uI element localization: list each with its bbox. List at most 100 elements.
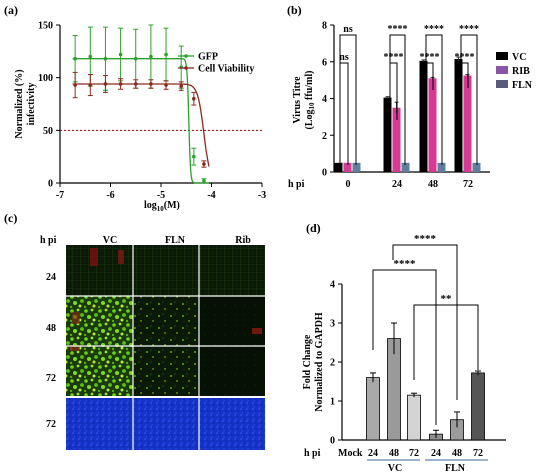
panel-a-legend-label: GFP — [198, 52, 218, 63]
panel-c-row-48: 48 — [46, 323, 56, 334]
panel-c-col-fln: FLN — [165, 235, 186, 246]
panel-d-label: (d) — [306, 221, 321, 235]
panel-b-ytick-label: 6 — [322, 57, 327, 68]
panel-a-point-viability — [164, 83, 168, 87]
panel-d-bar — [407, 394, 421, 441]
panel-a-point-gfp — [164, 52, 168, 57]
panel-b-bar-rib — [428, 78, 437, 172]
panel-a-legend-marker — [184, 66, 188, 70]
panel-b-sig-bracket — [425, 62, 434, 90]
panel-b-bar-fln — [352, 162, 361, 172]
panel-d-xtick-label: 72 — [473, 448, 483, 459]
panel-a-point-gfp — [88, 54, 93, 59]
panel-c-col-vc: VC — [103, 235, 117, 246]
panel-a-ytick-label: 0 — [48, 179, 53, 190]
micrograph-rib-48-red-spot — [252, 328, 262, 334]
panel-d-sig-bracket — [372, 269, 437, 425]
micrograph-rib-72-dapi — [199, 398, 265, 450]
micrograph-fln-72 — [133, 346, 199, 396]
panel-b-sig-label: **** — [388, 24, 408, 35]
panel-a-point-gfp — [103, 56, 108, 61]
panel-b-bar-fln — [437, 162, 446, 172]
panel-a-point-gfp — [73, 56, 77, 61]
micrograph-rib-48 — [199, 296, 265, 346]
panel-d-group-fln: FLN — [445, 463, 466, 474]
panel-c-hpi-label: h pi — [40, 235, 57, 246]
micrograph-rib-24 — [199, 245, 265, 296]
panel-b-bar-vc — [334, 162, 343, 172]
panel-b-bar-rib — [392, 107, 401, 172]
panel-b-legend-label: RIB — [512, 66, 530, 77]
panel-b-sig-label: **** — [384, 52, 404, 63]
panel-c-row-72: 72 — [46, 373, 56, 384]
panel-b-legend-label: FLN — [512, 80, 533, 91]
panel-a-point-viability — [149, 82, 153, 86]
panel-b-ytick-label: 2 — [322, 131, 327, 142]
panel-a-point-gfp — [118, 52, 123, 57]
panel-a-fit-curve-viability — [72, 83, 210, 167]
panel-a-point-viability — [192, 96, 196, 101]
panel-a-ylabel-line1: Normalized (%) — [14, 69, 25, 138]
panel-d-ylabel-line1: Fold Change — [302, 334, 313, 389]
micrograph-vc-48-red-spot — [72, 312, 80, 324]
panel-d-sig-bracket — [413, 304, 479, 380]
panel-d-bar — [471, 372, 485, 441]
micrograph-fln-48 — [133, 296, 199, 346]
panel-b-sig-bracket — [460, 34, 478, 165]
panel-b-label: (b) — [287, 3, 302, 17]
panel-a-fit-curve-gfp — [72, 58, 209, 184]
panel-d-xtick-label: 72 — [409, 448, 419, 459]
panel-b-bar-vc — [419, 60, 428, 172]
panel-a-point-viability — [73, 83, 77, 87]
panel-a-point-gfp — [149, 54, 153, 59]
panel-a-point-viability — [118, 82, 123, 86]
micrograph-vc-24-red-spot-2 — [118, 250, 124, 264]
panel-b-hpi-label: h pi — [288, 179, 305, 190]
micrograph-dividers — [66, 245, 265, 450]
panel-a-point-gfp — [202, 179, 206, 183]
panel-b-xtick-label: 72 — [463, 179, 473, 190]
panel-d-ytick-label: 2 — [330, 358, 335, 369]
panel-a-xtick-label: -4 — [207, 190, 215, 201]
panel-b-bar-vc — [383, 97, 392, 172]
panel-a-ytick-label: 50 — [43, 126, 53, 137]
panel-b-sig-bracket — [339, 62, 349, 165]
panel-b-sig-bracket — [425, 34, 443, 165]
micrograph-vc-24-red-spot — [90, 248, 98, 266]
panel-b-sig-label: ns — [339, 52, 349, 63]
panel-b-bar-fln — [472, 162, 481, 172]
panel-d-bar — [366, 377, 380, 441]
panel-b-sig-label: **** — [459, 24, 479, 35]
panel-a-point-gfp — [133, 56, 138, 61]
panel-b-legend-swatch — [496, 80, 508, 88]
panel-b-bar-vc — [454, 58, 463, 172]
panel-b-legend-label: VC — [512, 52, 526, 63]
panel-b-sig-bracket — [460, 62, 469, 88]
panel-a-point-viability — [88, 83, 93, 87]
panel-b-sig-label: **** — [424, 24, 444, 35]
panel-b-legend-swatch — [496, 52, 508, 60]
panel-d-sig-label: **** — [394, 258, 417, 270]
panel-b-sig-label: **** — [455, 52, 475, 63]
panel-d-ytick-label: 3 — [330, 319, 335, 330]
panel-b-ytick-label: 4 — [322, 94, 327, 105]
panel-d-mock-label: Mock — [338, 448, 363, 459]
panel-d-xtick-label: 24 — [368, 448, 378, 459]
panel-a-xlabel: log10(M) — [144, 200, 180, 213]
panel-a-legend-label: Cell Viability — [198, 64, 254, 75]
panel-d-sig-bracket — [392, 244, 458, 400]
panel-b-ylabel-line2: (Log10 ffu/ml) — [304, 71, 316, 130]
panel-b-ytick-label: 8 — [322, 21, 327, 32]
panel-b-sig-label: **** — [420, 52, 440, 63]
panel-c-label: (c) — [4, 211, 17, 225]
panel-b-xtick-label: 24 — [392, 179, 402, 190]
panel-d-ytick-label: 0 — [330, 436, 335, 447]
panel-c-row-24: 24 — [46, 272, 56, 283]
panel-b-bar-rib — [343, 162, 352, 172]
panel-a-xtick-label: -6 — [106, 190, 114, 201]
micrograph-vc-72-red-spot — [70, 345, 80, 351]
micrograph-rib-72 — [199, 346, 265, 396]
panel-d-xtick-label: 48 — [389, 448, 399, 459]
panel-a-legend-marker — [184, 54, 188, 58]
